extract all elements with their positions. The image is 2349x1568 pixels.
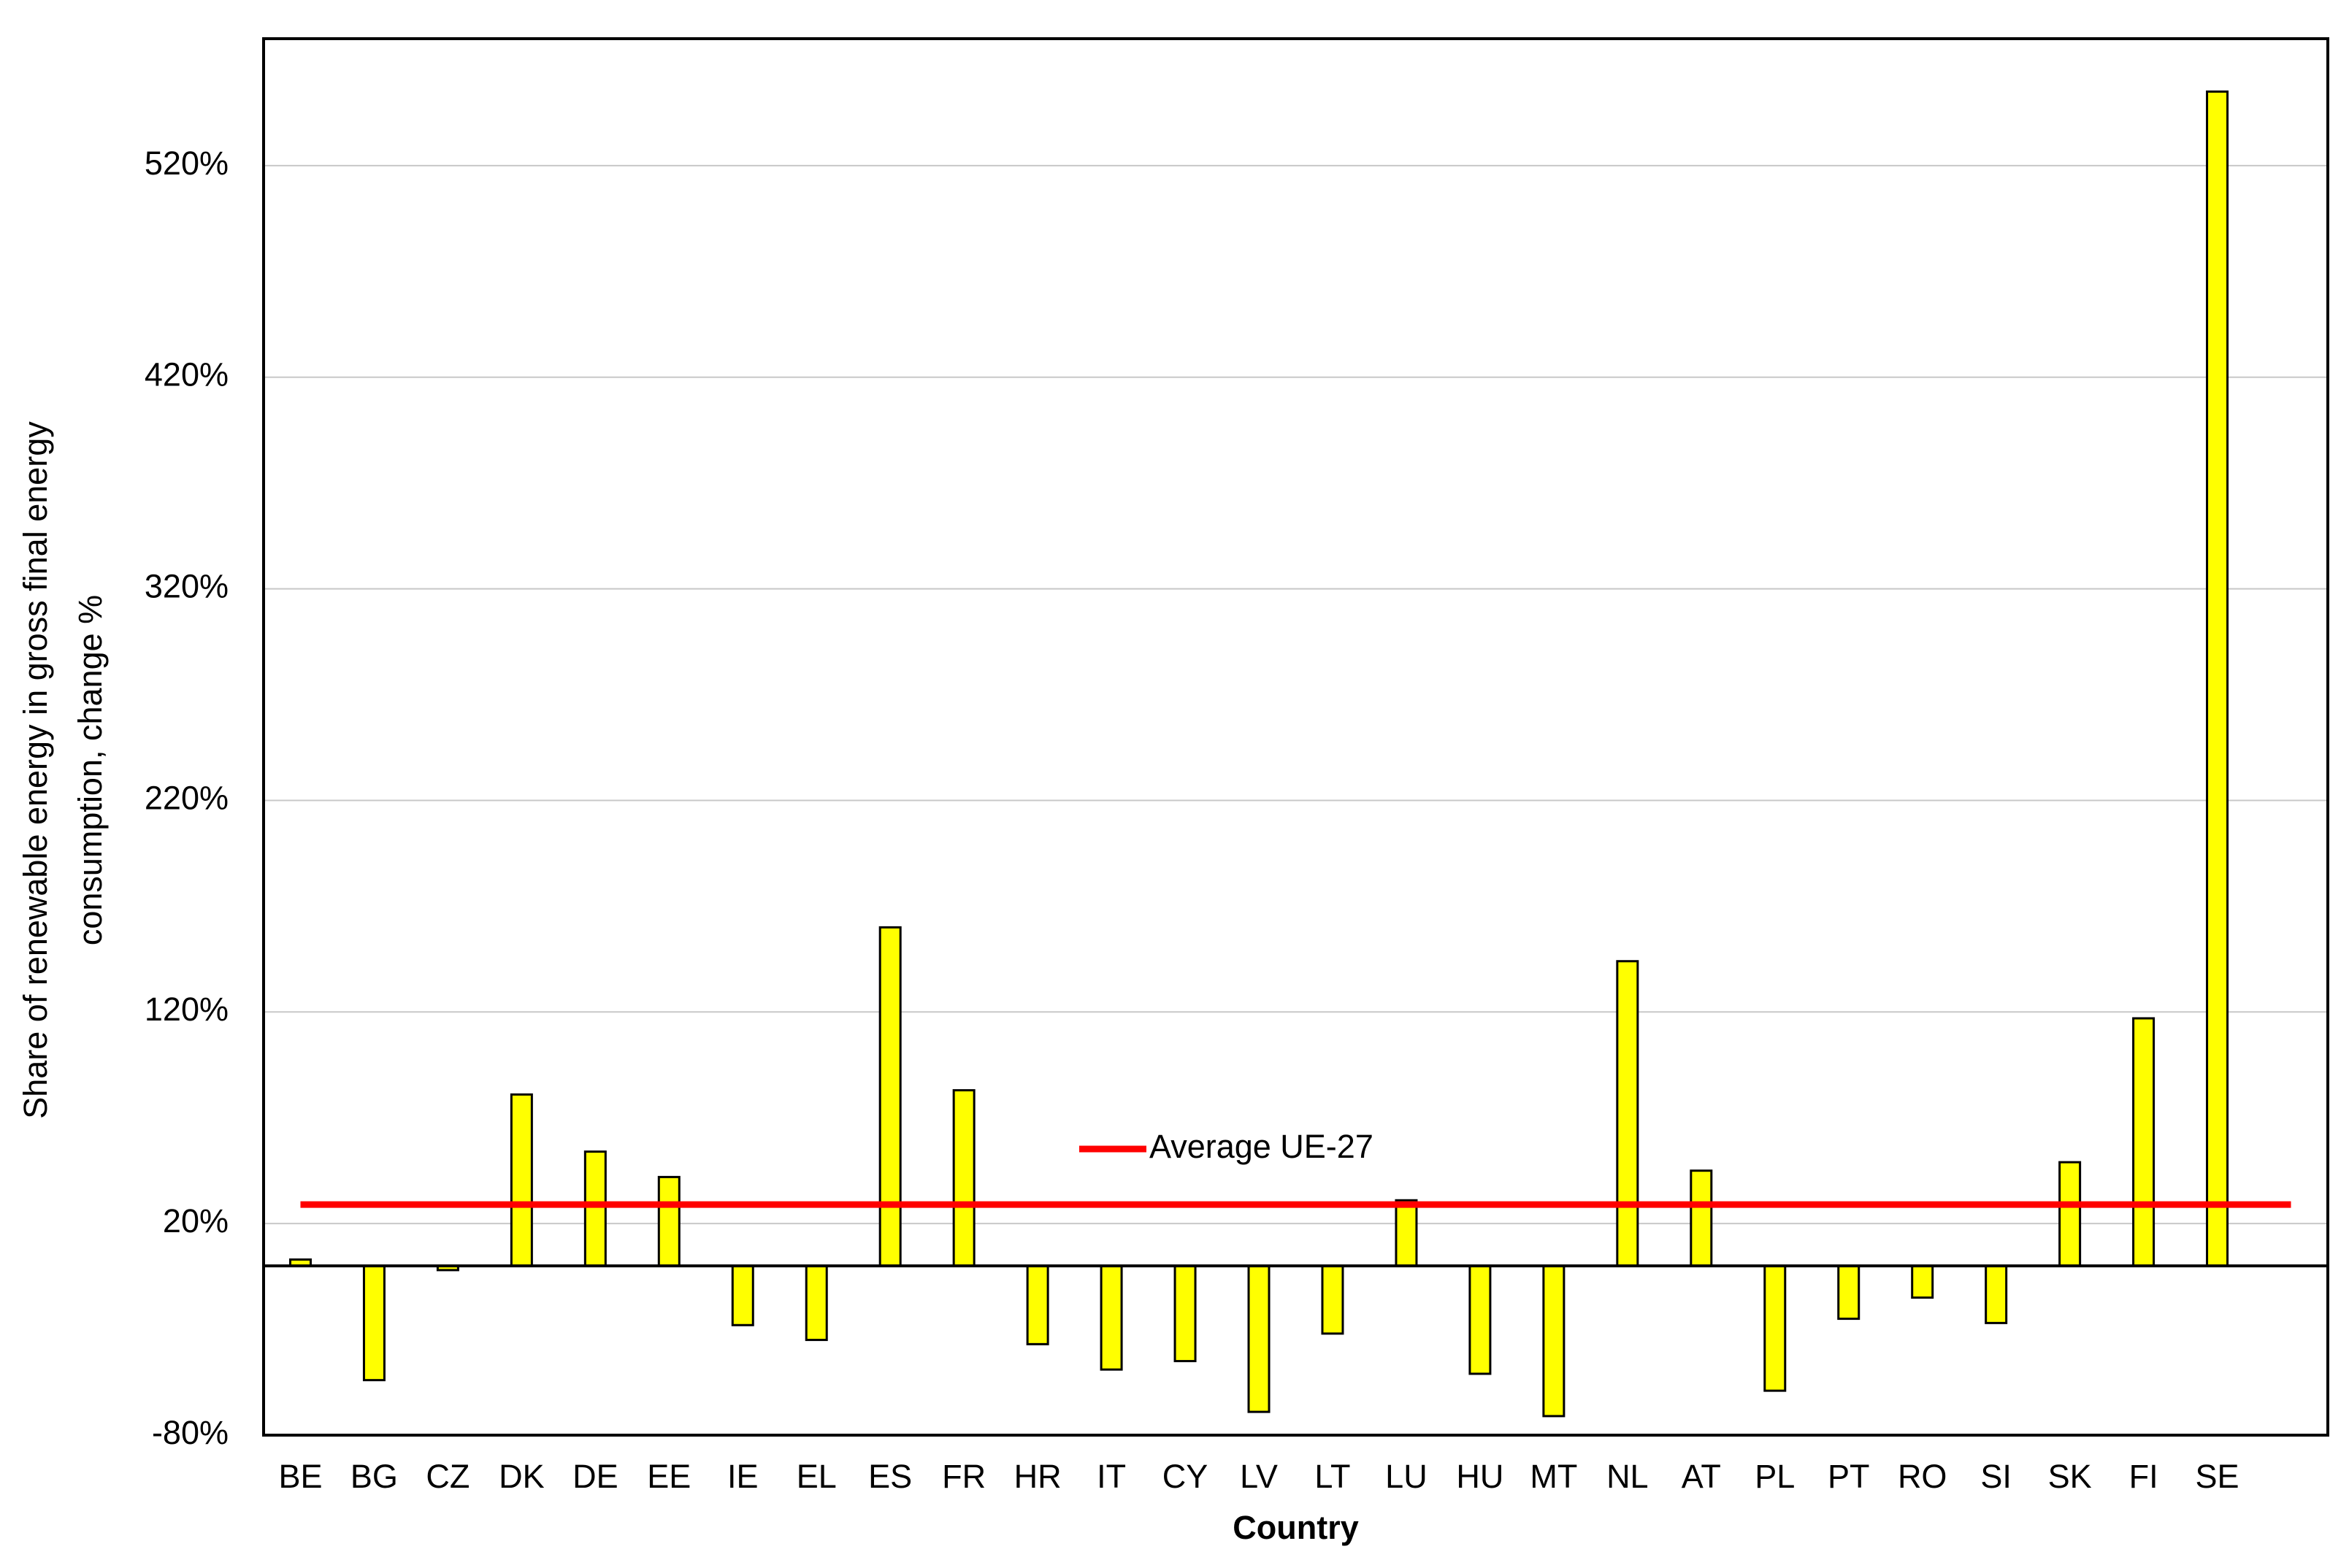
bar — [1321, 1264, 1344, 1335]
x-tick-label: BG — [350, 1458, 398, 1495]
x-tick-label: MT — [1530, 1458, 1577, 1495]
x-tick-label: IE — [727, 1458, 759, 1495]
bar — [583, 1150, 607, 1267]
x-tick-label: FR — [942, 1458, 986, 1495]
x-tick-label: IT — [1097, 1458, 1126, 1495]
bar — [878, 926, 902, 1267]
y-tick-label: 520% — [145, 145, 229, 182]
bar — [1616, 960, 1639, 1267]
x-axis-title: Country — [1233, 1509, 1359, 1546]
bar — [2058, 1161, 2082, 1267]
x-tick-label: FI — [2129, 1458, 2158, 1495]
x-tick-label: LV — [1240, 1458, 1278, 1495]
y-tick-label: -80% — [152, 1414, 229, 1451]
x-tick-label: DK — [499, 1458, 545, 1495]
bar — [1247, 1264, 1271, 1413]
plot-frame — [262, 37, 2329, 1437]
bar — [1763, 1264, 1787, 1392]
x-tick-label: DE — [572, 1458, 618, 1495]
x-tick-label: HU — [1456, 1458, 1503, 1495]
legend-label: Average UE-27 — [1149, 1128, 1373, 1165]
y-tick-label: 20% — [163, 1202, 229, 1240]
bar — [1026, 1264, 1049, 1345]
bar — [952, 1089, 976, 1267]
bar — [1173, 1264, 1197, 1363]
bar — [510, 1093, 533, 1267]
x-tick-label: EE — [647, 1458, 691, 1495]
bar — [1837, 1264, 1861, 1321]
x-tick-label: PL — [1755, 1458, 1795, 1495]
y-tick-label: 220% — [145, 779, 229, 816]
bar — [362, 1264, 386, 1382]
x-tick-label: LU — [1385, 1458, 1428, 1495]
bar — [805, 1264, 828, 1342]
y-tick-label: 120% — [145, 991, 229, 1028]
x-tick-label: AT — [1682, 1458, 1721, 1495]
bar — [1468, 1264, 1492, 1375]
y-tick-label: 320% — [145, 567, 229, 604]
x-tick-label: RO — [1898, 1458, 1947, 1495]
bar — [1542, 1264, 1566, 1418]
x-tick-label: BE — [278, 1458, 322, 1495]
bar — [1911, 1264, 1934, 1299]
x-tick-label: SE — [2196, 1458, 2239, 1495]
x-tick-label: LT — [1314, 1458, 1350, 1495]
x-tick-label: ES — [868, 1458, 912, 1495]
y-tick-label: 420% — [145, 356, 229, 393]
x-tick-label: HR — [1014, 1458, 1062, 1495]
bar — [1985, 1264, 2008, 1324]
y-axis-title: consumption, change % — [72, 595, 109, 945]
bar — [2206, 90, 2229, 1267]
bar — [731, 1264, 754, 1326]
bar — [657, 1175, 681, 1267]
bar — [1395, 1199, 1418, 1267]
y-axis-title: Share of renewable energy in gross final… — [17, 421, 54, 1119]
bar — [1100, 1264, 1123, 1371]
x-tick-label: SK — [2048, 1458, 2092, 1495]
x-tick-label: EL — [797, 1458, 837, 1495]
x-tick-label: SI — [1980, 1458, 2012, 1495]
x-tick-label: CY — [1162, 1458, 1208, 1495]
x-tick-label: PT — [1828, 1458, 1870, 1495]
x-tick-label: NL — [1606, 1458, 1649, 1495]
bar — [1690, 1169, 1713, 1267]
bar — [2132, 1017, 2156, 1267]
x-tick-label: CZ — [426, 1458, 470, 1495]
